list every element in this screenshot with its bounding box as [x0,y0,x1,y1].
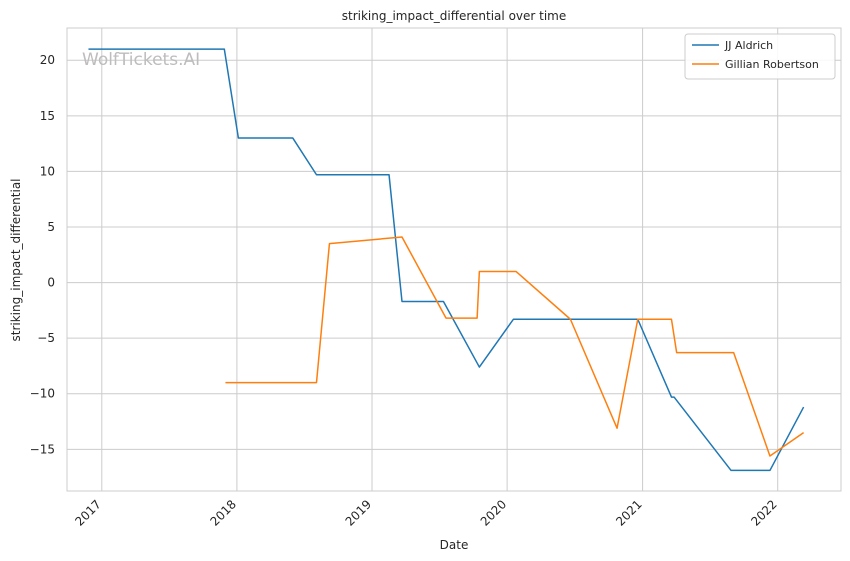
legend: JJ Aldrich Gillian Robertson [684,33,836,80]
gridlines [67,28,841,491]
x-axis-label: Date [440,538,469,552]
y-tick-labels: 20 15 10 5 0 −5 −10 −15 [30,53,55,456]
y-tick-label: 10 [40,164,55,178]
y-tick-label: 15 [40,109,55,123]
y-tick-label: −5 [37,331,55,345]
chart-title: striking_impact_differential over time [342,9,567,23]
watermark: WolfTickets.AI [82,50,200,70]
legend-box [684,33,836,80]
series-line-jj-aldrich [88,48,805,472]
y-tick-label: −15 [30,442,55,456]
y-tick-label: 5 [47,220,55,234]
y-axis-label: striking_impact_differential [9,178,23,341]
y-tick-label: 20 [40,53,55,67]
y-tick-label: −10 [30,387,55,401]
legend-label-jj-aldrich: JJ Aldrich [724,39,773,52]
series-layer [88,48,805,472]
y-tick-label: 0 [47,276,55,290]
legend-label-gillian-robertson: Gillian Robertson [725,58,819,71]
series-line-gillian-robertson [225,236,805,457]
plot-frame [66,27,842,492]
